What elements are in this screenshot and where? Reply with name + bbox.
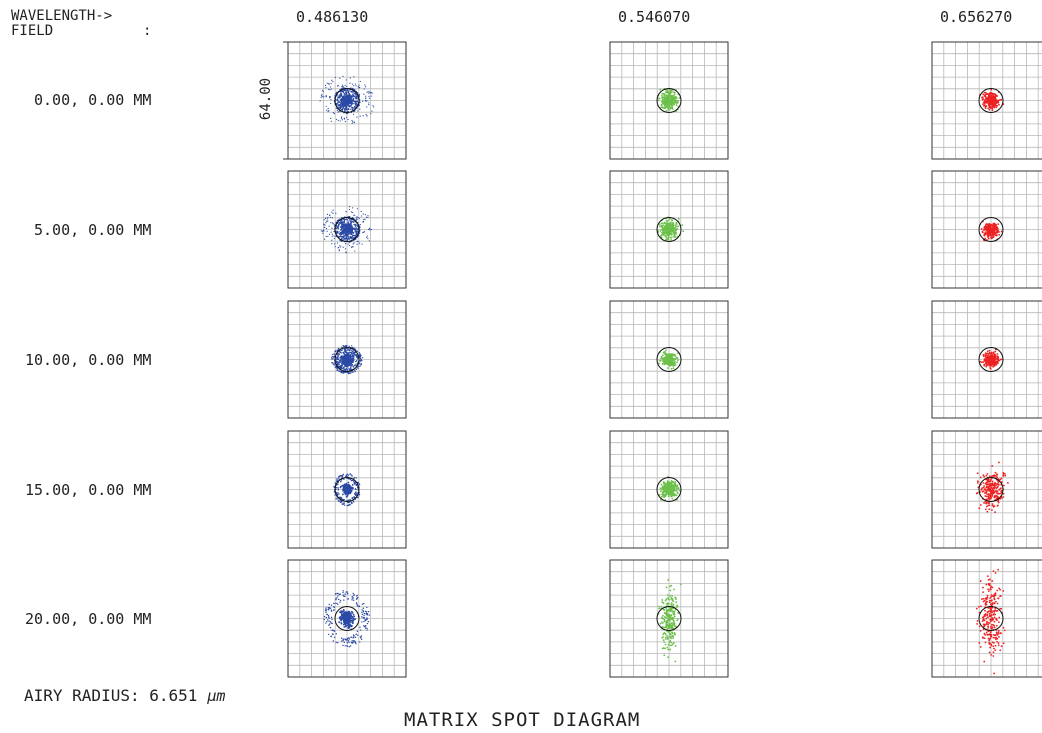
field-header-label: FIELD bbox=[11, 23, 54, 39]
spot-box-w1-f4 bbox=[287, 430, 407, 549]
spot-points bbox=[319, 75, 375, 125]
field-row-5: 20.00, 0.00 MM bbox=[25, 610, 152, 628]
spot-box-w3-f1 bbox=[931, 41, 1042, 160]
airy-disk-circle bbox=[978, 606, 1004, 631]
spot-box-w3-f4 bbox=[931, 430, 1042, 549]
spot-box-frame bbox=[931, 170, 1042, 289]
airy-disk-circle bbox=[334, 606, 360, 631]
spot-points bbox=[323, 590, 370, 648]
spot-box-frame bbox=[931, 430, 1042, 549]
field-row-2: 5.00, 0.00 MM bbox=[34, 221, 152, 239]
spot-points bbox=[979, 348, 1003, 370]
field-row-1: 0.00, 0.00 MM bbox=[34, 91, 152, 109]
airy-disk-circle bbox=[656, 88, 682, 113]
airy-disk-circle bbox=[978, 217, 1004, 242]
scale-bar bbox=[283, 41, 289, 160]
airy-radius-label: AIRY RADIUS: 6.651 bbox=[24, 686, 198, 705]
airy-disk-circle bbox=[656, 606, 682, 631]
spot-points bbox=[975, 568, 1006, 675]
spot-box-frame bbox=[609, 430, 729, 549]
spot-points bbox=[333, 473, 361, 507]
spot-points bbox=[980, 220, 1003, 242]
spot-box-frame bbox=[931, 41, 1042, 160]
spot-points bbox=[657, 87, 681, 113]
wavelength-column-1: 0.486130 bbox=[296, 8, 369, 26]
wavelength-column-2: 0.546070 bbox=[618, 8, 691, 26]
spot-points bbox=[658, 475, 682, 501]
spot-points bbox=[975, 461, 1009, 514]
spot-box-frame bbox=[609, 300, 729, 419]
spot-box-w2-f1 bbox=[609, 41, 729, 160]
field-row-3: 10.00, 0.00 MM bbox=[25, 351, 152, 369]
spot-points bbox=[657, 216, 685, 241]
wavelength-header-label: WAVELENGTH-> bbox=[11, 8, 113, 24]
spot-points bbox=[320, 206, 372, 254]
spot-box-w3-f3 bbox=[931, 300, 1042, 419]
airy-disk-circle bbox=[334, 88, 360, 113]
spot-box-w2-f3 bbox=[609, 300, 729, 419]
spot-box-frame bbox=[287, 430, 407, 549]
airy-disk-circle bbox=[978, 347, 1004, 372]
airy-disk-circle bbox=[334, 347, 360, 372]
spot-box-w3-f5 bbox=[931, 559, 1042, 678]
spot-box-frame bbox=[609, 559, 729, 678]
wavelength-column-3: 0.656270 bbox=[940, 8, 1013, 26]
spot-box-frame bbox=[609, 41, 729, 160]
diagram-title: MATRIX SPOT DIAGRAM bbox=[404, 709, 641, 731]
spot-box-w1-f1 bbox=[287, 41, 407, 160]
spot-box-frame bbox=[931, 300, 1042, 419]
airy-disk-circle bbox=[978, 477, 1004, 502]
spot-box-frame bbox=[609, 170, 729, 289]
spot-box-w1-f5 bbox=[287, 559, 407, 678]
spot-points bbox=[657, 579, 682, 663]
spot-points bbox=[331, 344, 364, 375]
spot-box-w1-f2 bbox=[287, 170, 407, 289]
spot-box-w2-f5 bbox=[609, 559, 729, 678]
airy-disk-circle bbox=[978, 88, 1004, 113]
field-row-4: 15.00, 0.00 MM bbox=[25, 481, 152, 499]
field-header-colon: : bbox=[143, 23, 152, 39]
airy-disk-circle bbox=[656, 347, 682, 372]
airy-disk-circle bbox=[656, 477, 682, 502]
spot-box-frame bbox=[287, 559, 407, 678]
airy-disk-circle bbox=[334, 217, 360, 242]
spot-box-w2-f2 bbox=[609, 170, 729, 289]
spot-box-w3-f2 bbox=[931, 170, 1042, 289]
spot-box-w1-f3 bbox=[287, 300, 407, 419]
spot-box-w2-f4 bbox=[609, 430, 729, 549]
spot-box-frame bbox=[287, 170, 407, 289]
airy-disk-circle bbox=[656, 217, 682, 242]
airy-radius-unit: µm bbox=[207, 687, 226, 705]
airy-disk-circle bbox=[334, 477, 360, 502]
spot-points bbox=[979, 88, 1005, 112]
airy-radius-readout: AIRY RADIUS: 6.651 µm bbox=[24, 688, 225, 706]
spot-box-frame bbox=[931, 559, 1042, 678]
spot-box-frame bbox=[287, 300, 407, 419]
